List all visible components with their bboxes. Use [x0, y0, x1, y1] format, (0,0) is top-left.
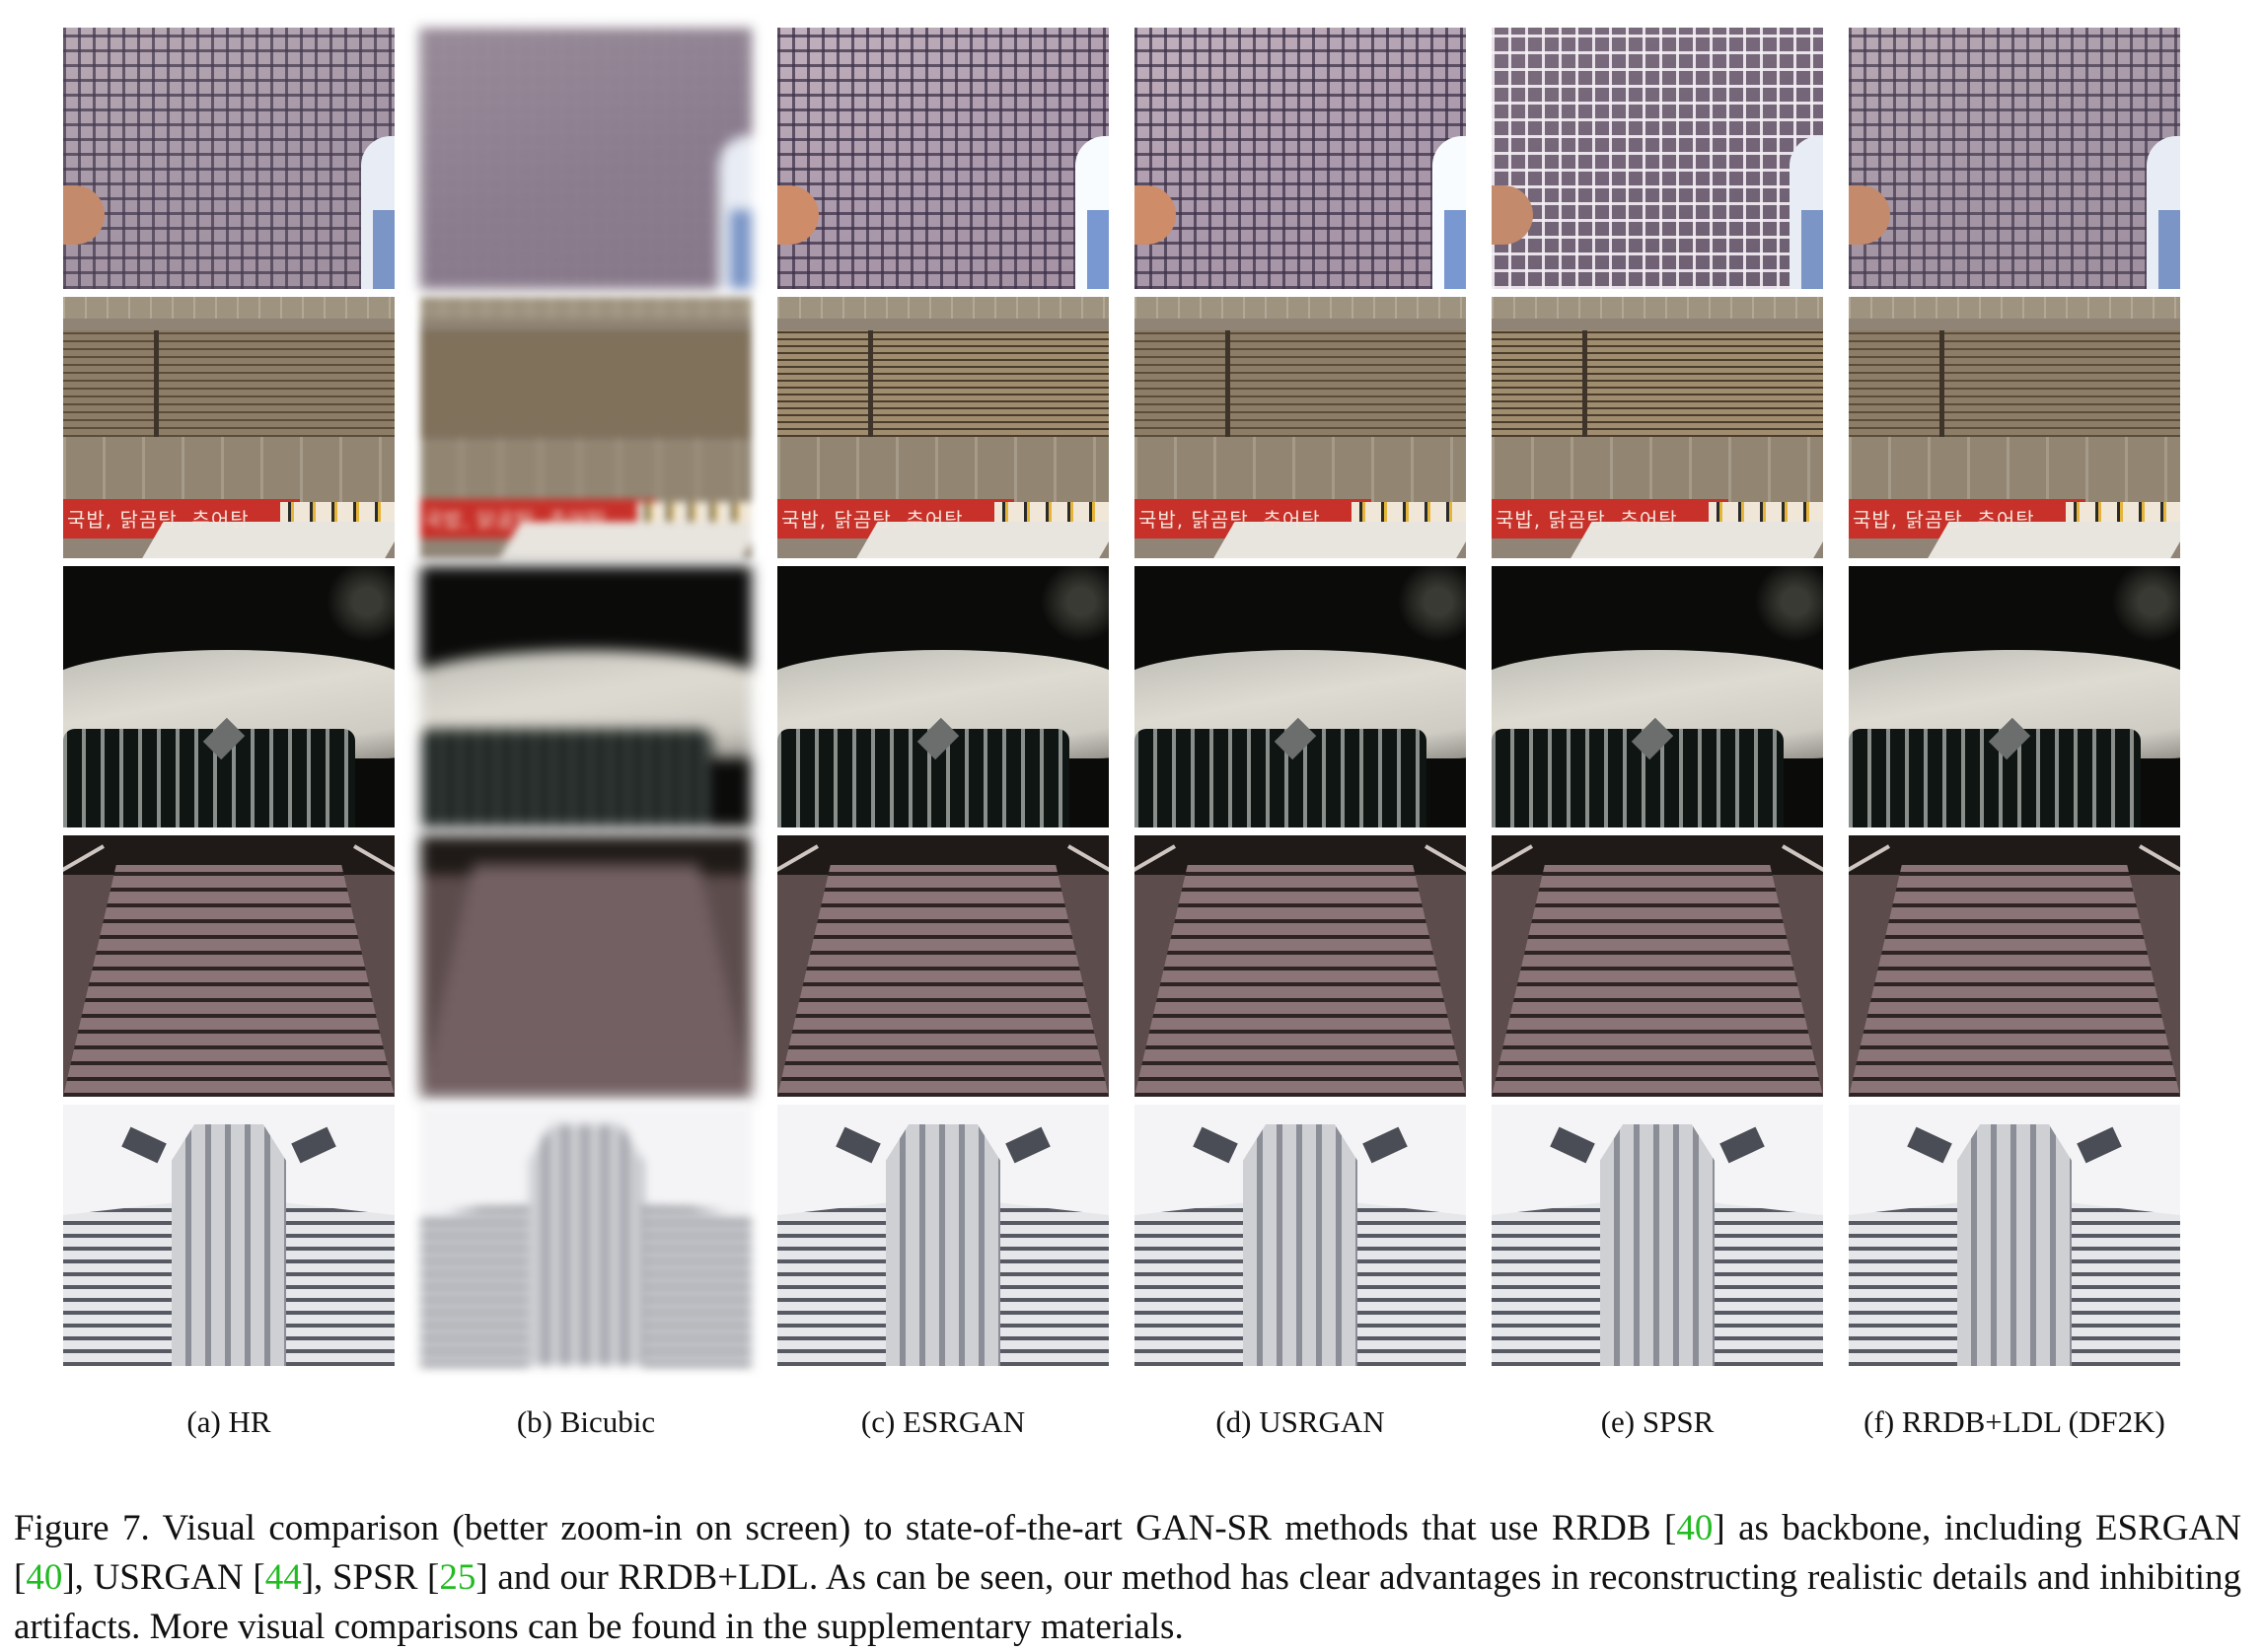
comparison-grid: 국밥, 닭곰탕, 추어탕 국밥, 닭곰탕, 추어탕 국밥, 닭곰탕, 추어탕 국…	[63, 28, 2182, 1366]
car-bicubic-image	[420, 566, 752, 827]
label-bicubic: (b) Bicubic	[516, 1404, 656, 1439]
caption-text: ] as backbone, including ESRGAN [	[14, 1508, 2241, 1598]
label-usrgan: (d) USRGAN	[1215, 1404, 1385, 1439]
citation-link[interactable]: 44	[264, 1557, 302, 1598]
tower-hr-image	[63, 1105, 395, 1366]
tower-spsr-image	[1492, 1105, 1823, 1366]
label-esrgan: (c) ESRGAN	[860, 1404, 1026, 1439]
citation-link[interactable]: 40	[1676, 1508, 1714, 1548]
banner-text: 국밥, 닭곰탕, 추어탕	[1496, 508, 1678, 532]
louver-hr-image: 국밥, 닭곰탕, 추어탕	[63, 297, 395, 558]
bridge-hr-image	[63, 835, 395, 1097]
tower-esrgan-image	[777, 1105, 1109, 1366]
caption-text: ], SPSR [	[301, 1557, 440, 1598]
banner-text: 국밥, 닭곰탕, 추어탕	[1138, 508, 1321, 532]
banner-text: 국밥, 닭곰탕, 추어탕	[424, 508, 607, 532]
car-spsr-image	[1492, 566, 1823, 827]
bridge-spsr-image	[1492, 835, 1823, 1097]
car-hr-image	[63, 566, 395, 827]
caption-text: ], USRGAN [	[62, 1557, 265, 1598]
banner-text: 국밥, 닭곰탕, 추어탕	[1853, 508, 2035, 532]
car-ldl-image	[1849, 566, 2180, 827]
shirt-ldl-image	[1849, 28, 2180, 289]
column-labels: (a) HR (b) Bicubic (c) ESRGAN (d) USRGAN…	[63, 1404, 2182, 1440]
label-hr: (a) HR	[186, 1404, 271, 1439]
louver-usrgan-image: 국밥, 닭곰탕, 추어탕	[1134, 297, 1466, 558]
shirt-hr-image	[63, 28, 395, 289]
citation-link[interactable]: 40	[26, 1557, 63, 1598]
citation-link[interactable]: 25	[439, 1557, 476, 1598]
shirt-usrgan-image	[1134, 28, 1466, 289]
car-esrgan-image	[777, 566, 1109, 827]
louver-bicubic-image: 국밥, 닭곰탕, 추어탕	[420, 297, 752, 558]
bridge-usrgan-image	[1134, 835, 1466, 1097]
car-usrgan-image	[1134, 566, 1466, 827]
shirt-spsr-image	[1492, 28, 1823, 289]
tower-usrgan-image	[1134, 1105, 1466, 1366]
banner-text: 국밥, 닭곰탕, 추어탕	[67, 508, 250, 532]
label-ldl: (f) RRDB+LDL (DF2K)	[1863, 1404, 2165, 1439]
label-spsr: (e) SPSR	[1600, 1404, 1715, 1439]
shirt-esrgan-image	[777, 28, 1109, 289]
banner-text: 국밥, 닭곰탕, 추어탕	[781, 508, 964, 532]
louver-esrgan-image: 국밥, 닭곰탕, 추어탕	[777, 297, 1109, 558]
bridge-esrgan-image	[777, 835, 1109, 1097]
louver-spsr-image: 국밥, 닭곰탕, 추어탕	[1492, 297, 1823, 558]
tower-bicubic-image	[420, 1105, 752, 1366]
shirt-bicubic-image	[420, 28, 752, 289]
tower-ldl-image	[1849, 1105, 2180, 1366]
figure-caption: Figure 7. Visual comparison (better zoom…	[14, 1504, 2241, 1652]
louver-ldl-image: 국밥, 닭곰탕, 추어탕	[1849, 297, 2180, 558]
bridge-ldl-image	[1849, 835, 2180, 1097]
bridge-bicubic-image	[420, 835, 752, 1097]
caption-text: Figure 7. Visual comparison (better zoom…	[14, 1508, 1677, 1548]
